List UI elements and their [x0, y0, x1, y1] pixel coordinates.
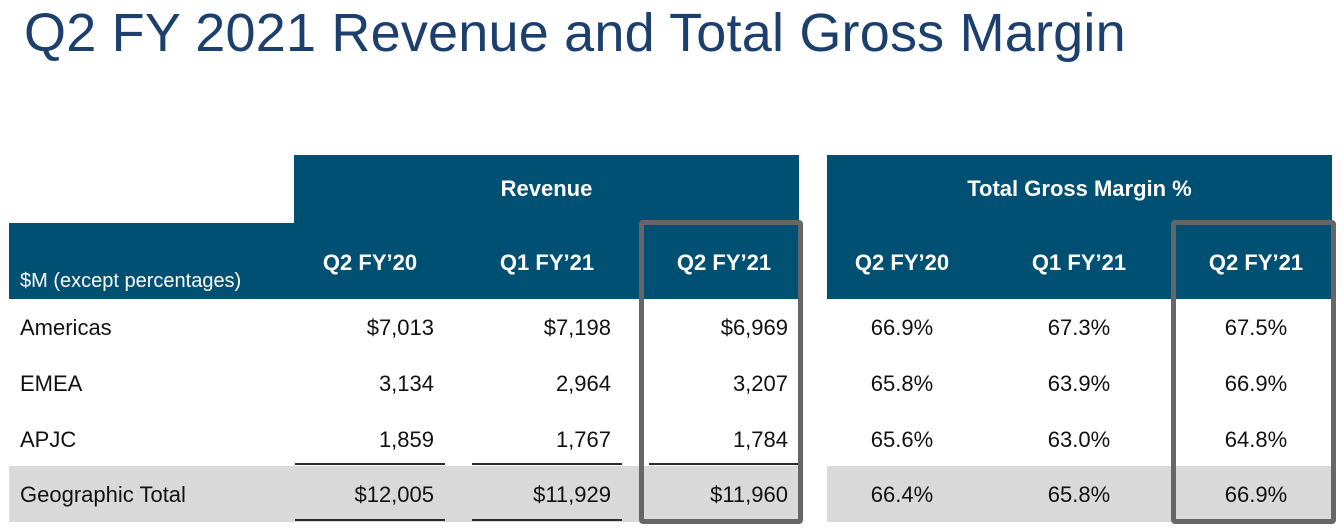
gm-col-header-q1fy21: Q1 FY’21 [1031, 250, 1127, 275]
gm-column-header-bar [827, 223, 1332, 299]
row-label: APJC [20, 427, 77, 452]
gm-cell: 66.9% [870, 315, 934, 340]
gm-cell: 65.8% [1047, 482, 1111, 507]
gm-cell: 63.9% [1047, 371, 1111, 396]
gm-col-header-q2fy21: Q2 FY’21 [1208, 250, 1304, 275]
row-label: EMEA [20, 371, 83, 396]
revenue-cell: 1,784 [732, 427, 788, 452]
revenue-cell: $11,929 [533, 482, 611, 507]
total-rule [295, 519, 445, 521]
total-row-background [9, 466, 799, 522]
revenue-cell: $6,969 [720, 315, 788, 340]
subtotal-rule [649, 463, 799, 465]
gm-cell: 66.9% [1224, 371, 1288, 396]
gm-cell: 67.5% [1224, 315, 1288, 340]
gm-cell: 67.3% [1047, 315, 1111, 340]
revenue-column-header-bar [9, 223, 799, 299]
gross-margin-group-header: Total Gross Margin % [827, 155, 1332, 223]
revenue-col-header-q2fy21: Q2 FY’21 [676, 250, 772, 275]
revenue-cell: 1,767 [555, 427, 611, 452]
page-title: Q2 FY 2021 Revenue and Total Gross Margi… [24, 3, 1126, 63]
revenue-col-header-q1fy21: Q1 FY’21 [499, 250, 595, 275]
q2fy21-revenue-highlight-box [639, 220, 803, 524]
revenue-cell: 1,859 [378, 427, 434, 452]
subtotal-rule [295, 463, 445, 465]
revenue-group-header: Revenue [294, 155, 799, 223]
gm-cell: 66.4% [870, 482, 934, 507]
gm-col-header-q2fy20: Q2 FY’20 [854, 250, 950, 275]
revenue-cell: $7,013 [366, 315, 434, 340]
gross-margin-group-label: Total Gross Margin % [967, 176, 1192, 201]
units-label: $M (except percentages) [20, 270, 242, 292]
row-label: Americas [20, 315, 112, 340]
revenue-cell: $7,198 [543, 315, 611, 340]
gm-cell: 65.8% [870, 371, 934, 396]
subtotal-rule [472, 463, 622, 465]
gm-cell: 63.0% [1047, 427, 1111, 452]
revenue-group-label: Revenue [500, 176, 593, 201]
total-rule [472, 519, 622, 521]
revenue-cell: $12,005 [354, 482, 434, 507]
gm-cell: 64.8% [1224, 427, 1288, 452]
q2fy21-gm-highlight-box [1171, 220, 1336, 524]
revenue-cell: 3,207 [732, 371, 788, 396]
total-row-background-gm [827, 466, 1332, 522]
revenue-cell: 2,964 [555, 371, 611, 396]
gm-cell: 66.9% [1224, 482, 1288, 507]
revenue-col-header-q2fy20: Q2 FY’20 [322, 250, 418, 275]
gm-cell: 65.6% [870, 427, 934, 452]
revenue-cell: $11,960 [710, 482, 788, 507]
revenue-cell: 3,134 [378, 371, 434, 396]
row-label: Geographic Total [20, 482, 186, 507]
